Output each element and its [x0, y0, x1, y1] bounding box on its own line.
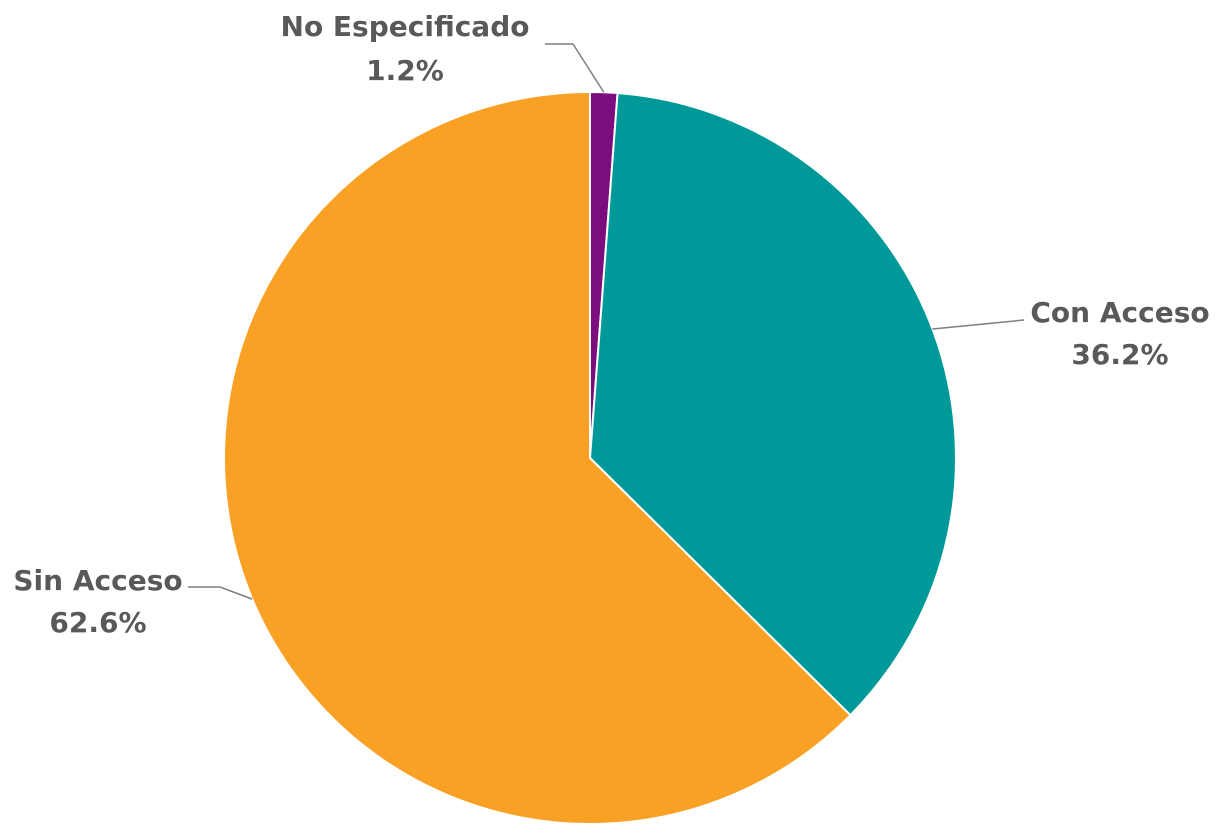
slice-value-label-con-acceso: 36.2%	[1071, 338, 1168, 371]
slice-label-no-especificado: No Especificado	[281, 10, 530, 43]
slice-value-label-sin-acceso: 62.6%	[49, 606, 146, 639]
pie-slice-con-acceso	[588, 91, 957, 717]
pie-slices	[223, 90, 957, 825]
leader-lines	[188, 43, 1025, 600]
leader-line-sin-acceso	[188, 586, 253, 600]
slice-value-label-no-especificado: 1.2%	[366, 54, 444, 87]
slice-label-con-acceso: Con Acceso	[1030, 296, 1209, 329]
slice-labels: No Especificado 1.2% Con Acceso 36.2% Sin Ac…	[13, 10, 1209, 639]
leader-line-no-especificado	[545, 43, 605, 93]
pie-slice-sin-acceso	[223, 90, 852, 825]
slice-label-sin-acceso: Sin Acceso	[13, 564, 182, 597]
leader-line-con-acceso	[932, 319, 1025, 330]
